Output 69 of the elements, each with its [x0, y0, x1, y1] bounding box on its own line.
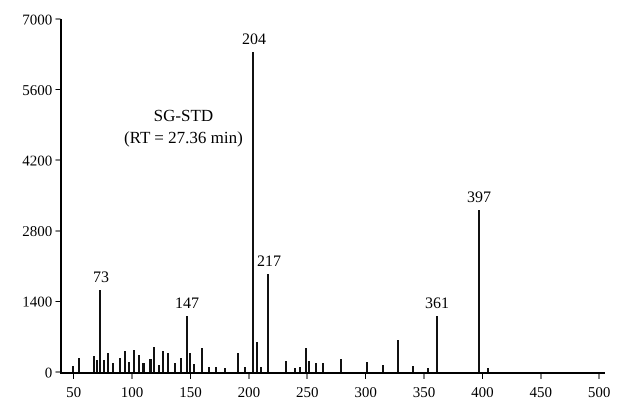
bar: [133, 350, 135, 372]
bar: [180, 358, 182, 372]
bar: [299, 367, 301, 372]
bar: [153, 347, 155, 372]
bar: [162, 351, 164, 372]
bar: [412, 366, 414, 372]
x-tick-label: 50: [66, 384, 82, 401]
bar: [142, 363, 145, 372]
bar: [174, 363, 176, 372]
y-tick-label: 7000: [22, 12, 52, 28]
x-tick-label: 300: [354, 384, 377, 401]
y-tick-label: 4200: [22, 153, 52, 170]
x-tick-label: 150: [179, 384, 202, 401]
annotation: SG-STD (RT = 27.36 min): [124, 106, 243, 148]
x-tick-label: 400: [471, 384, 494, 401]
annotation: 361: [425, 295, 449, 312]
bar: [305, 348, 307, 372]
annotation: 73: [93, 269, 109, 286]
x-tick-label: 100: [120, 384, 144, 401]
bar: [237, 353, 239, 372]
bar: [244, 367, 246, 372]
y-tick-label: 2800: [22, 224, 52, 240]
bar: [99, 290, 101, 372]
bar: [382, 365, 384, 372]
annotation: 204: [242, 31, 266, 48]
bar: [93, 356, 95, 372]
bar: [107, 353, 109, 372]
bar: [366, 362, 368, 372]
bar: [267, 274, 269, 372]
x-tick-label: 250: [296, 384, 318, 401]
bar: [315, 363, 317, 372]
bar: [285, 361, 287, 372]
bar: [186, 316, 188, 372]
bar: [215, 367, 217, 372]
bar: [478, 210, 480, 372]
bar: [397, 340, 399, 372]
bar: [340, 359, 342, 372]
x-tick-label: 500: [588, 384, 610, 401]
bar: [103, 360, 105, 372]
y-tick-label: 5600: [22, 82, 52, 99]
bar: [119, 358, 121, 372]
bar: [224, 368, 226, 372]
bar: [260, 367, 262, 372]
bar: [78, 358, 80, 372]
bar: [193, 364, 195, 372]
bar: [201, 348, 203, 372]
bar: [208, 367, 210, 372]
x-tick-label: 350: [412, 384, 436, 401]
annotation: 147: [175, 295, 199, 312]
bar: [294, 368, 296, 372]
bar: [112, 363, 114, 372]
bar: [487, 368, 489, 372]
y-tick-label: 0: [44, 365, 52, 382]
bar: [72, 366, 74, 372]
bar: [124, 351, 126, 372]
bar: [322, 363, 324, 372]
bar: [158, 365, 160, 372]
y-tick-label: 1400: [22, 294, 52, 311]
bar: [427, 368, 429, 372]
bar: [128, 362, 130, 372]
bar: [436, 316, 438, 372]
bar: [167, 353, 169, 372]
x-tick-label: 200: [238, 384, 260, 401]
annotation: 217: [257, 253, 281, 270]
bar: [138, 355, 140, 372]
bar: [252, 52, 254, 372]
x-tick-label: 450: [530, 384, 552, 401]
bar: [256, 342, 258, 372]
annotation: 397: [467, 189, 491, 206]
